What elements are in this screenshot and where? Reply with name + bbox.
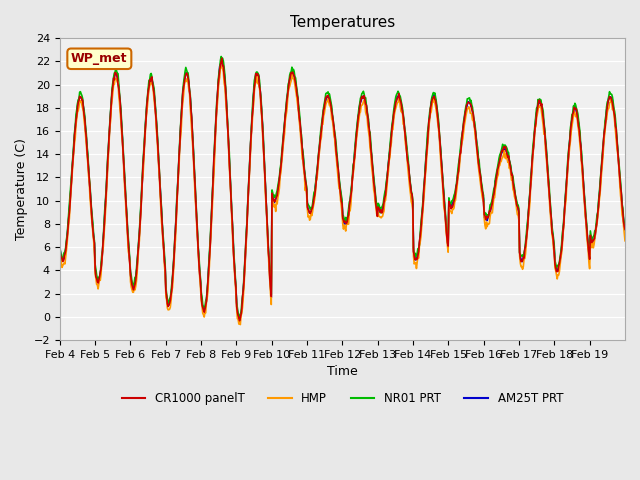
HMP bbox=[237, 322, 244, 327]
HMP bbox=[434, 121, 442, 127]
HMP bbox=[621, 238, 629, 244]
CR1000 panelT bbox=[403, 141, 410, 147]
CR1000 panelT bbox=[56, 247, 63, 252]
HMP bbox=[277, 170, 285, 176]
HMP bbox=[255, 85, 263, 91]
NR01 PRT bbox=[236, 315, 243, 321]
CR1000 panelT bbox=[277, 164, 285, 170]
AM25T PRT bbox=[218, 58, 226, 63]
AM25T PRT bbox=[227, 187, 235, 193]
AM25T PRT bbox=[235, 316, 243, 322]
HMP bbox=[403, 145, 410, 151]
NR01 PRT bbox=[56, 243, 63, 249]
Line: CR1000 panelT: CR1000 panelT bbox=[60, 58, 625, 321]
HMP bbox=[227, 191, 235, 197]
Legend: CR1000 panelT, HMP, NR01 PRT, AM25T PRT: CR1000 panelT, HMP, NR01 PRT, AM25T PRT bbox=[117, 387, 568, 410]
CR1000 panelT bbox=[236, 318, 243, 324]
NR01 PRT bbox=[122, 200, 130, 206]
AM25T PRT bbox=[122, 204, 130, 209]
HMP bbox=[56, 254, 63, 260]
AM25T PRT bbox=[277, 164, 285, 169]
HMP bbox=[218, 63, 225, 69]
NR01 PRT bbox=[621, 225, 629, 231]
HMP bbox=[122, 210, 130, 216]
NR01 PRT bbox=[255, 78, 263, 84]
AM25T PRT bbox=[403, 141, 410, 147]
Line: HMP: HMP bbox=[60, 66, 625, 324]
NR01 PRT bbox=[218, 54, 225, 60]
AM25T PRT bbox=[56, 245, 63, 251]
CR1000 panelT bbox=[122, 203, 130, 209]
CR1000 panelT bbox=[434, 116, 442, 122]
CR1000 panelT bbox=[218, 55, 226, 61]
Line: NR01 PRT: NR01 PRT bbox=[60, 57, 625, 318]
CR1000 panelT bbox=[227, 188, 235, 194]
NR01 PRT bbox=[227, 185, 235, 191]
NR01 PRT bbox=[434, 111, 442, 117]
CR1000 panelT bbox=[255, 84, 263, 89]
NR01 PRT bbox=[277, 161, 285, 167]
Y-axis label: Temperature (C): Temperature (C) bbox=[15, 138, 28, 240]
Title: Temperatures: Temperatures bbox=[290, 15, 395, 30]
Text: WP_met: WP_met bbox=[71, 52, 127, 65]
X-axis label: Time: Time bbox=[327, 365, 358, 378]
AM25T PRT bbox=[434, 114, 442, 120]
NR01 PRT bbox=[403, 137, 410, 143]
AM25T PRT bbox=[621, 227, 629, 233]
AM25T PRT bbox=[255, 83, 263, 88]
CR1000 panelT bbox=[621, 226, 629, 232]
Line: AM25T PRT: AM25T PRT bbox=[60, 60, 625, 319]
